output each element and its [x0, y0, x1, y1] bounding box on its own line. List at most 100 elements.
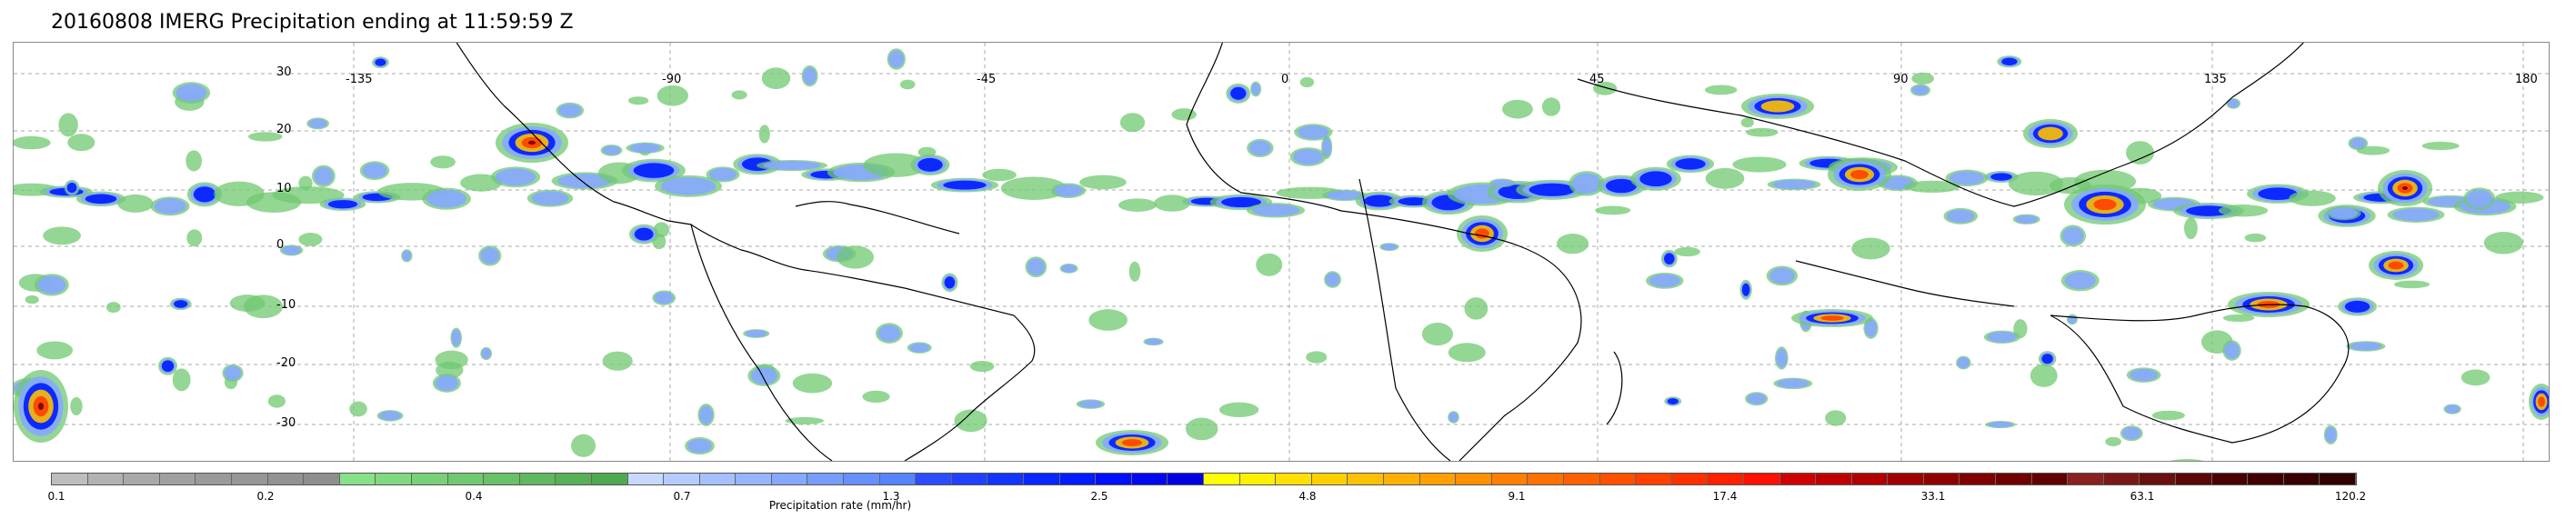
precip-cell [174, 300, 188, 308]
precip-cell [1946, 209, 1975, 224]
precip-cell [708, 167, 737, 181]
longitude-label: 90 [1893, 73, 1909, 86]
precip-cell [1185, 417, 1218, 441]
colorbar-swatch [1923, 474, 1960, 484]
colorbar-swatch [1131, 474, 1168, 484]
precip-cell [2015, 215, 2039, 224]
precip-cell [282, 245, 302, 255]
colorbar-tick-label: 2.5 [1090, 490, 1108, 503]
colorbar-swatch [1636, 474, 1672, 484]
colorbar-swatch [1383, 474, 1420, 484]
longitude-label: 135 [2204, 73, 2227, 86]
precip-cell [1592, 81, 1618, 95]
precip-cell [161, 360, 175, 373]
colorbar-tick-label: 120.2 [2334, 490, 2367, 503]
colorbar-swatch [2248, 474, 2284, 484]
precip-cell [1128, 261, 1141, 282]
precip-cell [899, 79, 916, 90]
precip-cell [750, 366, 778, 384]
precip-cell [1649, 274, 1680, 288]
precip-cell [1230, 86, 1247, 100]
precip-cell [451, 329, 461, 346]
precip-cell [1364, 195, 1395, 207]
colorbar-swatch [1096, 474, 1132, 484]
colorbar-swatch [1348, 474, 1384, 484]
precip-cell [699, 405, 714, 424]
latitude-label: 0 [276, 238, 285, 252]
latitude-label: 20 [276, 123, 292, 136]
colorbar-swatch [556, 474, 592, 484]
precip-cell [2393, 280, 2431, 289]
colorbar-swatch [1599, 474, 1637, 484]
colorbar-swatch [1456, 474, 1492, 484]
precip-cell [2244, 233, 2267, 243]
precip-cell [1491, 179, 1513, 187]
precip-cell [1326, 190, 1364, 201]
colorbar-tick-label: 0.2 [256, 490, 275, 503]
precip-cell [379, 411, 401, 421]
precip-cell [435, 350, 468, 370]
precip-cell [627, 96, 649, 105]
precip-cell [2445, 404, 2460, 414]
precip-cell [969, 360, 995, 373]
colorbar-swatch [1311, 474, 1348, 484]
precip-cell [1850, 169, 1869, 180]
precip-cell [1118, 198, 1158, 212]
precip-cell [2325, 426, 2337, 444]
colorbar-swatch [1960, 474, 1997, 484]
precip-cell [1054, 184, 1083, 197]
precip-cell [2151, 410, 2185, 421]
precip-cell [1746, 127, 1779, 137]
colorbar-tick-label: 0.4 [465, 490, 483, 503]
colorbar-swatch [1996, 474, 2032, 484]
precip-cell [2538, 396, 2545, 407]
colorbar-swatch [736, 474, 772, 484]
colorbar-swatch [231, 474, 268, 484]
precip-cell [2122, 426, 2141, 440]
precip-cell [2218, 205, 2269, 217]
colorbar-swatch [1779, 474, 1817, 484]
precip-cell [2329, 207, 2359, 219]
precip-cell [660, 177, 717, 195]
precip-cell [298, 175, 313, 191]
precip-cell [2392, 208, 2440, 222]
precip-cell [1595, 205, 1631, 215]
colorbar-swatch [484, 474, 520, 484]
precip-cell [1221, 196, 1261, 207]
precip-cell [792, 373, 833, 394]
precip-cell [1381, 244, 1398, 251]
precip-cell [1949, 171, 1985, 185]
precip-cell [426, 189, 467, 208]
colorbar-swatch [1276, 474, 1312, 484]
precip-cell [634, 227, 654, 241]
colorbar-swatch [1888, 474, 1924, 484]
precip-cell [1398, 197, 1430, 206]
precip-cell [1987, 331, 2018, 343]
longitude-label: 45 [1589, 73, 1605, 86]
colorbar-swatch [1239, 474, 1277, 484]
precip-cell [761, 67, 791, 90]
colorbar-swatch [1816, 474, 1852, 484]
longitude-label: 180 [2515, 73, 2538, 86]
colorbar-tick-label: 4.8 [1298, 490, 1317, 503]
precip-cell [1705, 167, 1745, 189]
precip-cell [481, 348, 491, 359]
precip-cell [657, 85, 688, 106]
colorbar-tick-label: 17.4 [1712, 490, 1738, 503]
precip-cell [186, 229, 203, 247]
precip-cell [1171, 108, 1197, 121]
colorbar-swatch [664, 474, 700, 484]
precip-cell [1776, 348, 1788, 368]
precip-cell [193, 186, 216, 203]
precip-cell [1154, 195, 1190, 212]
precip-cell [762, 161, 822, 170]
precip-cell [430, 155, 456, 169]
precip-cell [1605, 178, 1638, 194]
precip-cell [2466, 189, 2493, 208]
precip-cell [480, 247, 500, 264]
precip-cell [2093, 198, 2117, 211]
precip-cell [837, 245, 875, 269]
colorbar-swatch [591, 474, 628, 484]
precip-cell [629, 143, 661, 153]
precip-cell [1664, 253, 1675, 264]
